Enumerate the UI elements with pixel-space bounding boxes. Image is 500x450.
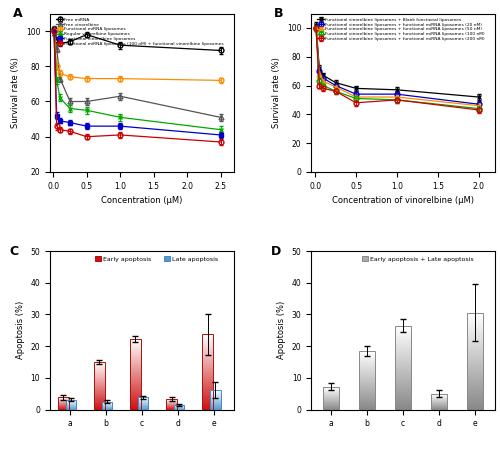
- Bar: [58, 397, 68, 410]
- Y-axis label: Survival rate (%): Survival rate (%): [272, 57, 281, 128]
- Legend: Free miRNA, Free vinorelbine, Functional miRNA liposomes, Regular vinorelbine li: Free miRNA, Free vinorelbine, Functional…: [56, 17, 224, 46]
- Bar: [210, 390, 220, 410]
- Bar: [66, 400, 76, 410]
- Bar: [102, 401, 112, 410]
- Bar: [130, 339, 141, 410]
- Text: B: B: [274, 7, 284, 20]
- Bar: [94, 362, 105, 410]
- Text: D: D: [270, 245, 281, 258]
- X-axis label: Concentration (μM): Concentration (μM): [102, 196, 182, 205]
- Bar: [467, 313, 483, 410]
- Legend: Early apoptosis, Late apoptosis: Early apoptosis, Late apoptosis: [94, 256, 219, 262]
- Y-axis label: Survival rate (%): Survival rate (%): [11, 57, 20, 128]
- Bar: [395, 325, 411, 410]
- Bar: [202, 334, 213, 410]
- Bar: [138, 397, 148, 410]
- Bar: [431, 394, 447, 410]
- Text: C: C: [10, 245, 18, 258]
- Text: A: A: [13, 7, 23, 20]
- Y-axis label: Apoptosis (%): Apoptosis (%): [16, 301, 25, 360]
- Legend: Functional vinorelbine liposomes + Blank functional liposomes, Functional vinore: Functional vinorelbine liposomes + Blank…: [317, 17, 486, 41]
- Legend: Early apoptosis + Late apoptosis: Early apoptosis + Late apoptosis: [362, 256, 474, 262]
- X-axis label: Concentration of vinorelbine (μM): Concentration of vinorelbine (μM): [332, 196, 474, 205]
- Bar: [359, 351, 375, 410]
- Y-axis label: Apoptosis (%): Apoptosis (%): [277, 301, 286, 360]
- Bar: [174, 405, 184, 410]
- Bar: [323, 387, 339, 410]
- Bar: [166, 399, 177, 410]
